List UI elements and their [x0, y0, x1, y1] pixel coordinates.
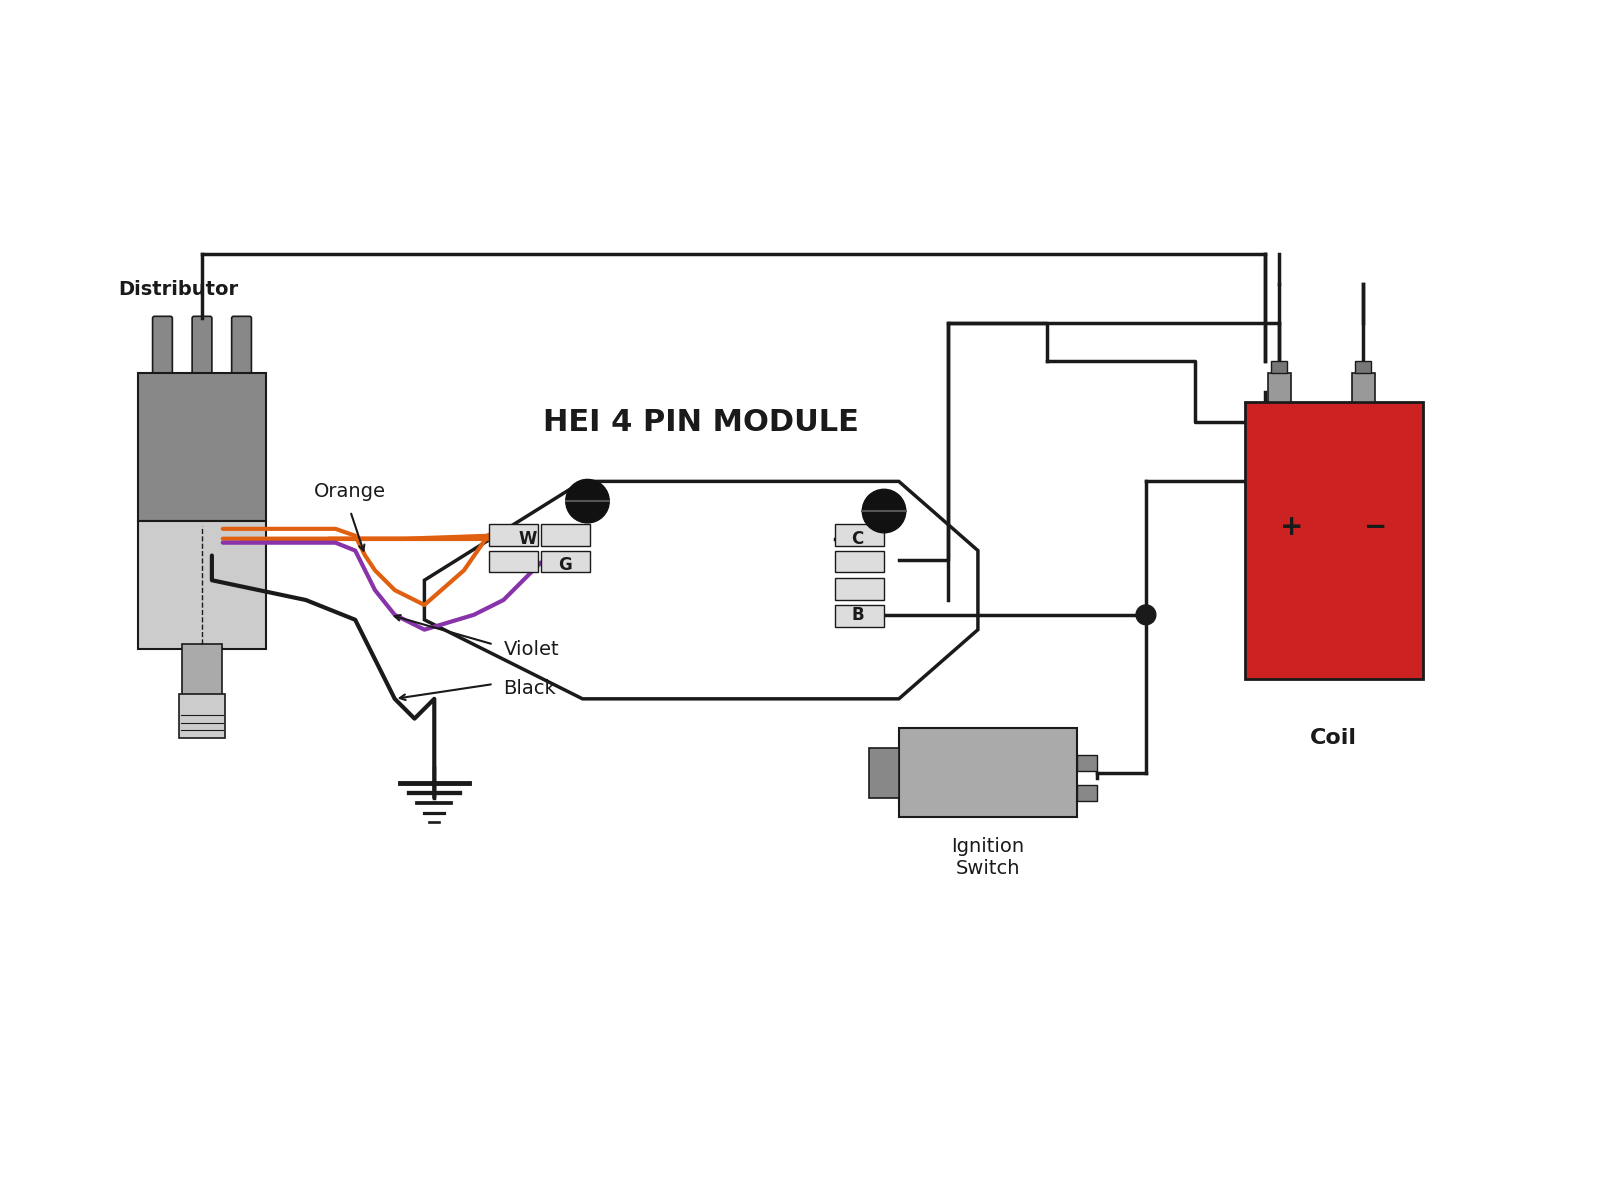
Text: −: −	[1363, 512, 1387, 541]
Text: Orange: Orange	[314, 482, 386, 502]
FancyBboxPatch shape	[1267, 373, 1291, 402]
FancyBboxPatch shape	[835, 605, 885, 626]
Circle shape	[566, 480, 610, 523]
Text: C: C	[851, 529, 864, 547]
Polygon shape	[424, 481, 978, 698]
FancyBboxPatch shape	[541, 551, 590, 572]
Text: B: B	[851, 606, 864, 624]
Circle shape	[862, 490, 906, 533]
Text: Violet: Violet	[504, 640, 558, 659]
FancyBboxPatch shape	[138, 521, 266, 649]
Text: Black: Black	[504, 679, 557, 698]
Text: W: W	[518, 529, 536, 547]
FancyBboxPatch shape	[232, 317, 251, 374]
FancyBboxPatch shape	[152, 317, 173, 374]
FancyBboxPatch shape	[488, 551, 538, 572]
FancyBboxPatch shape	[835, 524, 885, 546]
FancyBboxPatch shape	[835, 551, 885, 572]
FancyBboxPatch shape	[192, 317, 211, 374]
FancyBboxPatch shape	[1077, 785, 1096, 800]
FancyBboxPatch shape	[138, 373, 266, 521]
FancyBboxPatch shape	[541, 524, 590, 546]
FancyBboxPatch shape	[835, 578, 885, 600]
FancyBboxPatch shape	[899, 728, 1077, 817]
Text: +: +	[1280, 512, 1302, 541]
Circle shape	[1136, 605, 1155, 625]
FancyBboxPatch shape	[1272, 361, 1288, 373]
FancyBboxPatch shape	[1077, 755, 1096, 770]
FancyBboxPatch shape	[869, 749, 899, 798]
FancyBboxPatch shape	[1355, 361, 1371, 373]
Text: Distributor: Distributor	[118, 280, 238, 299]
FancyBboxPatch shape	[488, 524, 538, 546]
Text: G: G	[558, 557, 571, 575]
FancyBboxPatch shape	[1352, 373, 1376, 402]
Text: Coil: Coil	[1310, 728, 1357, 749]
Text: Ignition
Switch: Ignition Switch	[952, 838, 1024, 878]
Text: HEI 4 PIN MODULE: HEI 4 PIN MODULE	[544, 408, 859, 437]
FancyBboxPatch shape	[1245, 402, 1422, 679]
FancyBboxPatch shape	[182, 644, 222, 698]
FancyBboxPatch shape	[179, 694, 224, 738]
